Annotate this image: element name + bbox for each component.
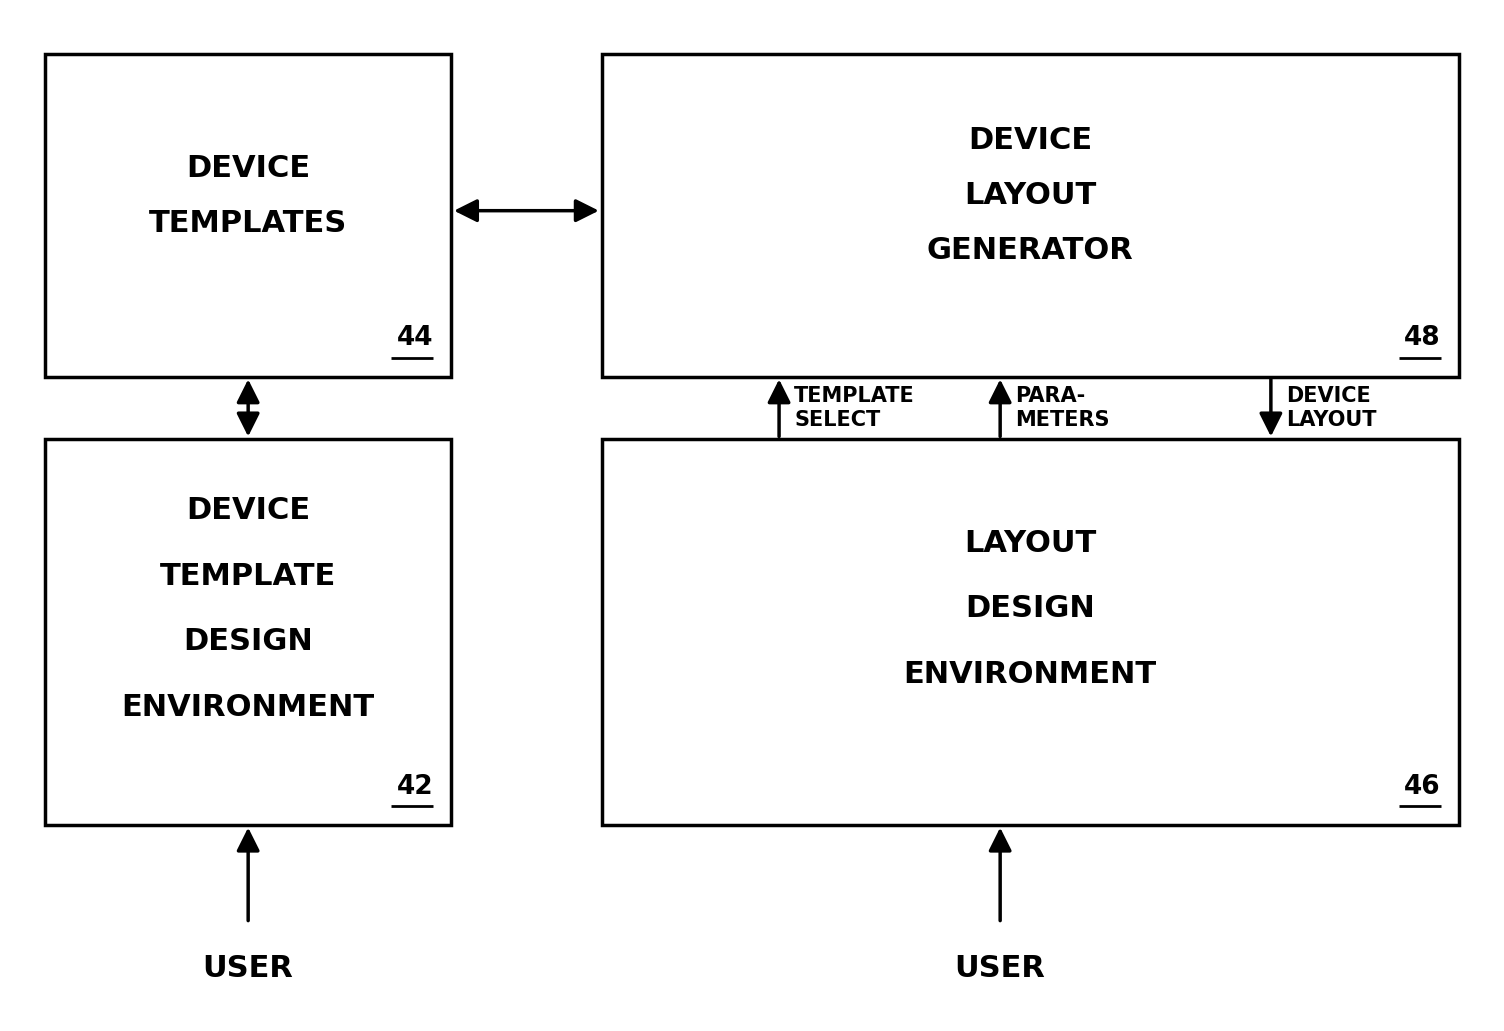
Text: ENVIRONMENT: ENVIRONMENT <box>904 660 1157 689</box>
Text: LAYOUT: LAYOUT <box>964 529 1096 558</box>
Text: USER: USER <box>203 954 293 983</box>
Text: 44: 44 <box>397 326 433 352</box>
Text: 46: 46 <box>1405 773 1441 800</box>
Text: TEMPLATES: TEMPLATES <box>149 208 347 238</box>
Text: 48: 48 <box>1405 326 1441 352</box>
Text: GENERATOR: GENERATOR <box>926 236 1134 265</box>
Text: TEMPLATE: TEMPLATE <box>159 562 337 591</box>
Text: DEVICE: DEVICE <box>186 496 310 525</box>
Text: LAYOUT: LAYOUT <box>964 181 1096 210</box>
Bar <box>602 439 1459 825</box>
Text: TEMPLATE
SELECT: TEMPLATE SELECT <box>794 386 914 430</box>
Bar <box>602 54 1459 376</box>
Text: USER: USER <box>955 954 1045 983</box>
Text: DEVICE
LAYOUT: DEVICE LAYOUT <box>1286 386 1376 430</box>
Text: DEVICE: DEVICE <box>969 127 1092 156</box>
Bar <box>45 439 451 825</box>
Text: 42: 42 <box>397 773 433 800</box>
Text: PARA-
METERS: PARA- METERS <box>1015 386 1110 430</box>
Text: DESIGN: DESIGN <box>966 595 1095 624</box>
Bar <box>45 54 451 376</box>
Text: ENVIRONMENT: ENVIRONMENT <box>122 693 374 722</box>
Text: DESIGN: DESIGN <box>183 627 313 656</box>
Text: DEVICE: DEVICE <box>186 154 310 182</box>
